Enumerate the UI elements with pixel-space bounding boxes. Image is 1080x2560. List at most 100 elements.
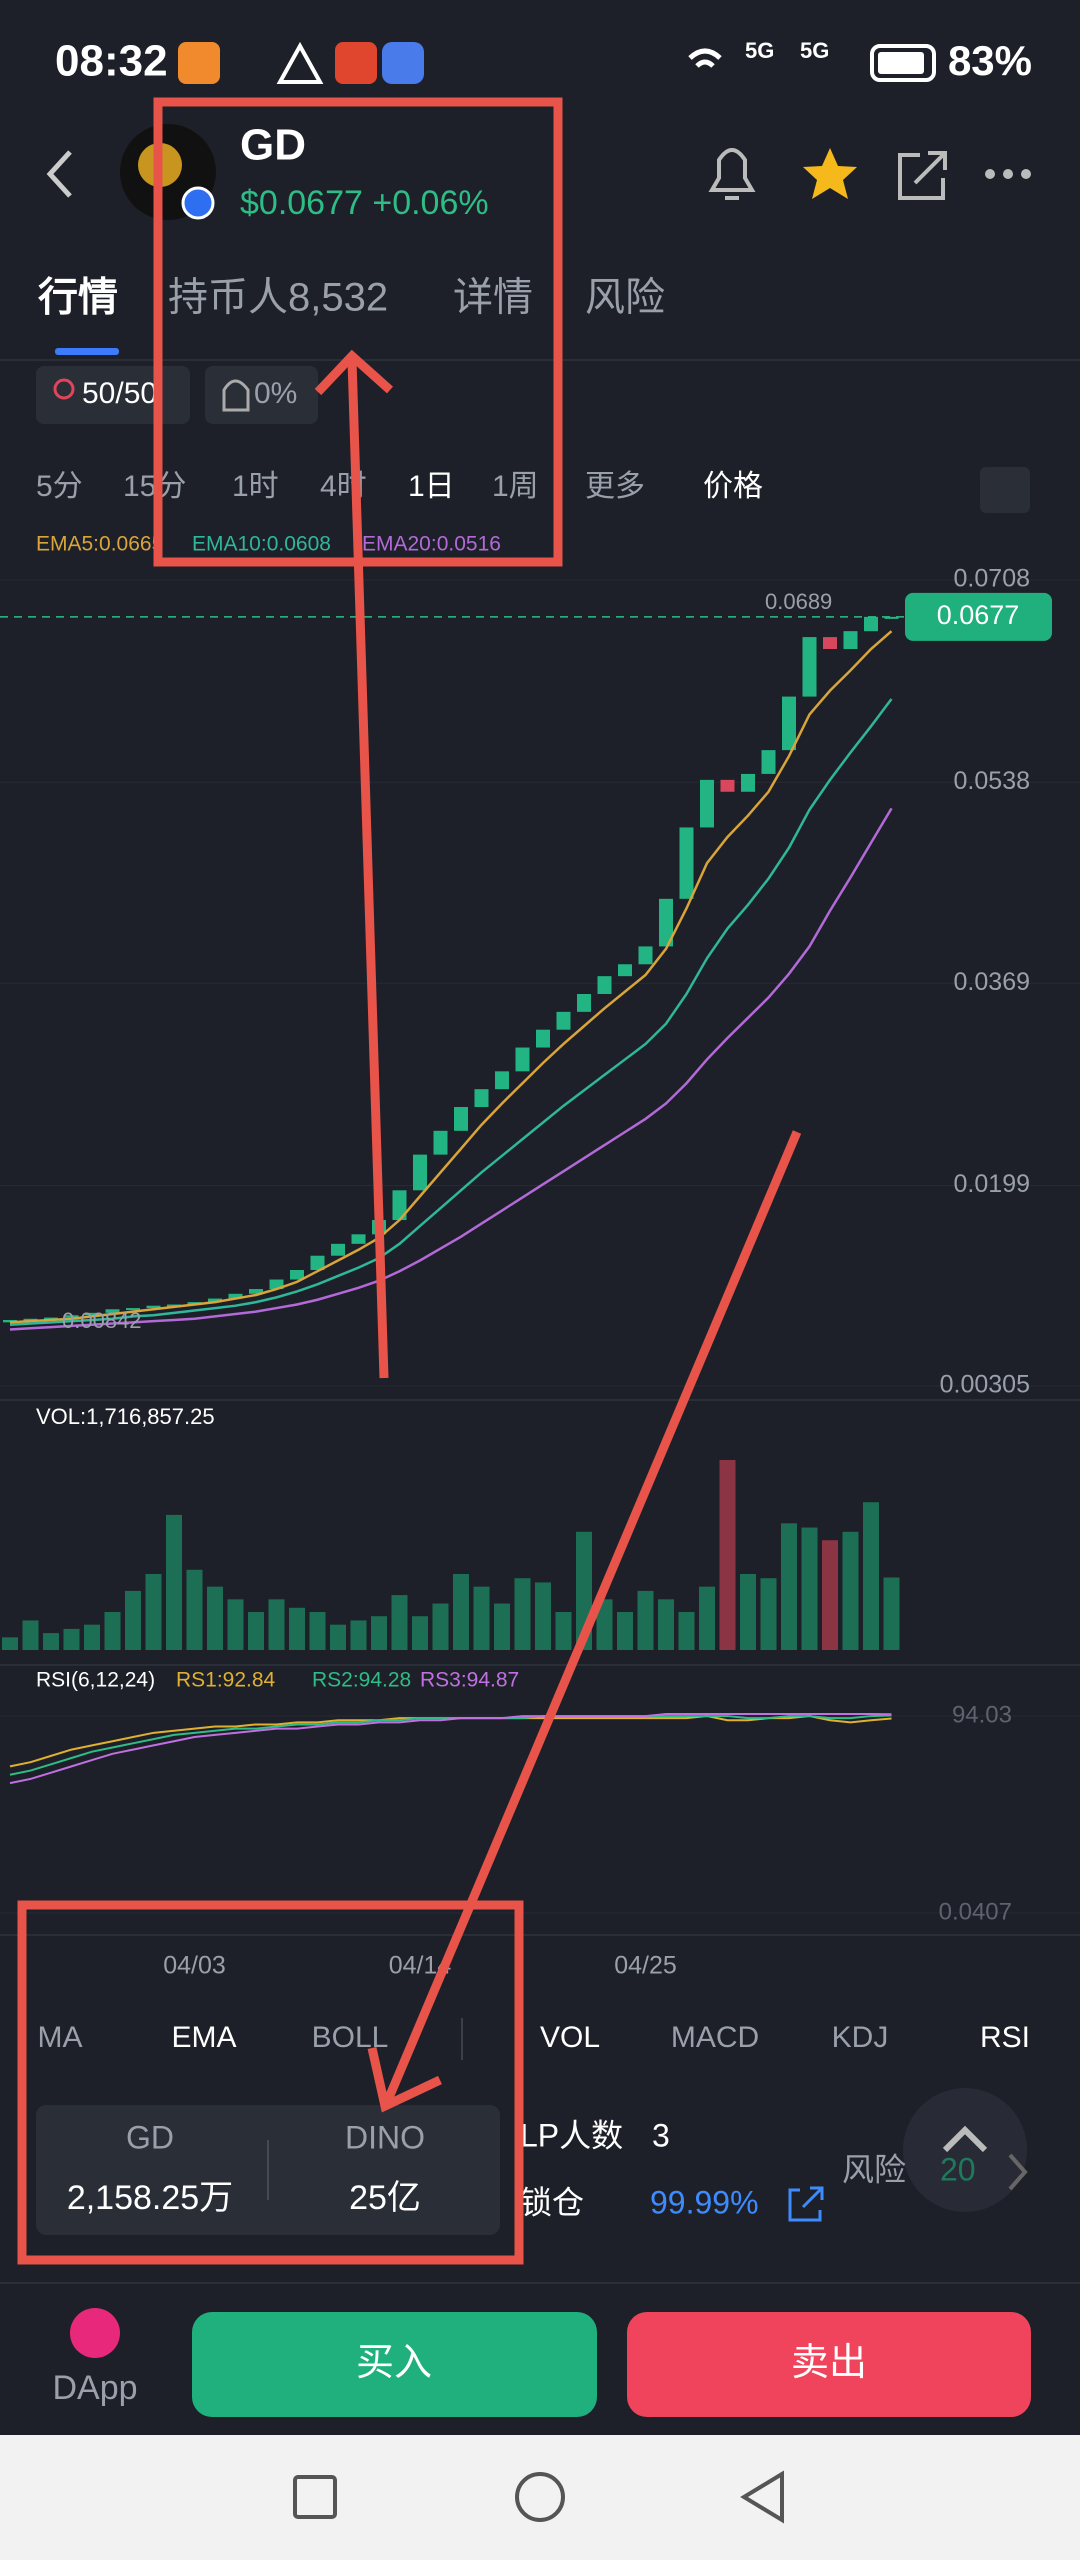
candle <box>782 696 796 751</box>
badge-label: 0% <box>254 377 297 410</box>
indicator-tab[interactable]: EMA <box>171 2021 236 2054</box>
buy-label[interactable]: 买入 <box>356 2342 432 2384</box>
candle <box>64 1315 79 1318</box>
volume-bar <box>391 1595 408 1650</box>
dapp-label[interactable]: DApp <box>52 2369 137 2407</box>
app-icon <box>178 42 220 84</box>
candle <box>679 827 694 899</box>
candle <box>741 773 755 792</box>
interval[interactable]: 价格 <box>703 470 763 503</box>
volume-bar <box>145 1574 162 1650</box>
candle <box>577 994 591 1012</box>
favorite-button[interactable] <box>803 148 857 199</box>
candle <box>208 1298 222 1303</box>
up-arrow <box>942 2125 988 2153</box>
y-tick-label: 0.0369 <box>954 968 1030 996</box>
ema-line <box>9 698 893 1326</box>
pool-amount: 25亿 <box>349 2179 421 2217</box>
share-button[interactable] <box>898 151 947 200</box>
chef-icon <box>222 379 250 412</box>
lp-label: LP人数 <box>520 2117 623 2153</box>
chart-settings[interactable] <box>980 467 1030 513</box>
candle <box>454 1107 468 1131</box>
interval[interactable]: 更多 <box>585 470 645 503</box>
indicator-tab[interactable]: KDJ <box>832 2021 889 2054</box>
volume-bar <box>617 1612 633 1650</box>
network: 5G <box>745 38 774 63</box>
volume-bar <box>514 1578 531 1650</box>
rsi-line <box>9 1714 892 1776</box>
y-tick-label: 0.00305 <box>940 1371 1030 1399</box>
candle <box>802 637 817 697</box>
tab[interactable]: 风险 <box>585 276 665 320</box>
ema-line <box>9 807 893 1331</box>
indicator-tab[interactable]: MA <box>38 2021 83 2054</box>
indicator-tab[interactable]: MACD <box>671 2021 759 2054</box>
ema-legend: EMA10:0.0608 <box>192 533 331 556</box>
battery-level <box>878 52 924 74</box>
high-label: 0.0689 <box>765 589 832 614</box>
pool-token: DINO <box>345 2119 425 2155</box>
volume-bar <box>186 1569 203 1650</box>
lock-label: 锁仓 <box>520 2184 584 2220</box>
volume-bar <box>289 1607 305 1650</box>
more-button[interactable] <box>985 169 1031 179</box>
ema-legend: EMA5:0.0665 <box>36 533 163 556</box>
volume-bar <box>658 1599 674 1650</box>
ema-line <box>9 630 893 1324</box>
indicator-tab[interactable]: RSI <box>980 2021 1030 2054</box>
app-icon <box>382 42 424 84</box>
external-link[interactable] <box>788 2186 824 2222</box>
chart <box>0 579 1080 1914</box>
app-icon <box>335 42 377 84</box>
volume-bar <box>309 1612 326 1650</box>
candle <box>618 964 632 977</box>
volume-bar <box>555 1612 572 1650</box>
candle <box>290 1270 304 1280</box>
dapp-icon[interactable] <box>70 2308 120 2358</box>
back-button[interactable] <box>46 150 72 198</box>
rsi-line <box>9 1712 892 1785</box>
volume-bar <box>43 1633 59 1650</box>
holder-icon <box>53 378 75 400</box>
candle <box>126 1308 140 1311</box>
nav-recent[interactable] <box>293 2475 337 2519</box>
candle <box>249 1289 263 1294</box>
tab[interactable]: 持币人8,532 <box>168 276 388 320</box>
interval[interactable]: 1日 <box>408 470 455 503</box>
volume-bar <box>350 1620 367 1650</box>
candle <box>85 1312 99 1316</box>
rsi-tick-label: 0.0407 <box>939 1898 1012 1925</box>
sell-label[interactable]: 卖出 <box>791 2342 867 2384</box>
volume-bar <box>84 1624 100 1650</box>
volume-bar <box>22 1620 39 1650</box>
candle <box>105 1309 120 1313</box>
indicator-tab[interactable]: BOLL <box>312 2021 389 2054</box>
volume-label: VOL:1,716,857.25 <box>36 1404 215 1429</box>
candle <box>536 1029 550 1048</box>
candle <box>843 631 858 650</box>
alert-button[interactable] <box>708 148 756 200</box>
buy-button[interactable] <box>192 2312 597 2417</box>
nav-home[interactable] <box>515 2472 565 2522</box>
candle <box>864 616 878 632</box>
candle <box>659 898 673 947</box>
badge <box>36 366 190 424</box>
indicator-tab[interactable]: VOL <box>540 2021 600 2054</box>
nav-back[interactable] <box>740 2470 784 2524</box>
tab[interactable]: 行情 <box>38 276 118 320</box>
scroll-top-button[interactable] <box>903 2088 1027 2212</box>
interval[interactable]: 5分 <box>36 470 83 503</box>
sell-button[interactable] <box>627 2312 1031 2417</box>
volume-bar <box>207 1586 223 1650</box>
interval[interactable]: 1周 <box>492 470 539 503</box>
candle <box>392 1190 407 1221</box>
risk-label: 风险 <box>842 2151 906 2187</box>
annotation <box>17 97 802 2265</box>
candle <box>700 779 714 828</box>
interval[interactable]: 1时 <box>232 470 279 503</box>
status-time: 08:32 <box>55 37 168 86</box>
tab[interactable]: 详情 <box>453 276 533 320</box>
candle <box>146 1305 161 1309</box>
